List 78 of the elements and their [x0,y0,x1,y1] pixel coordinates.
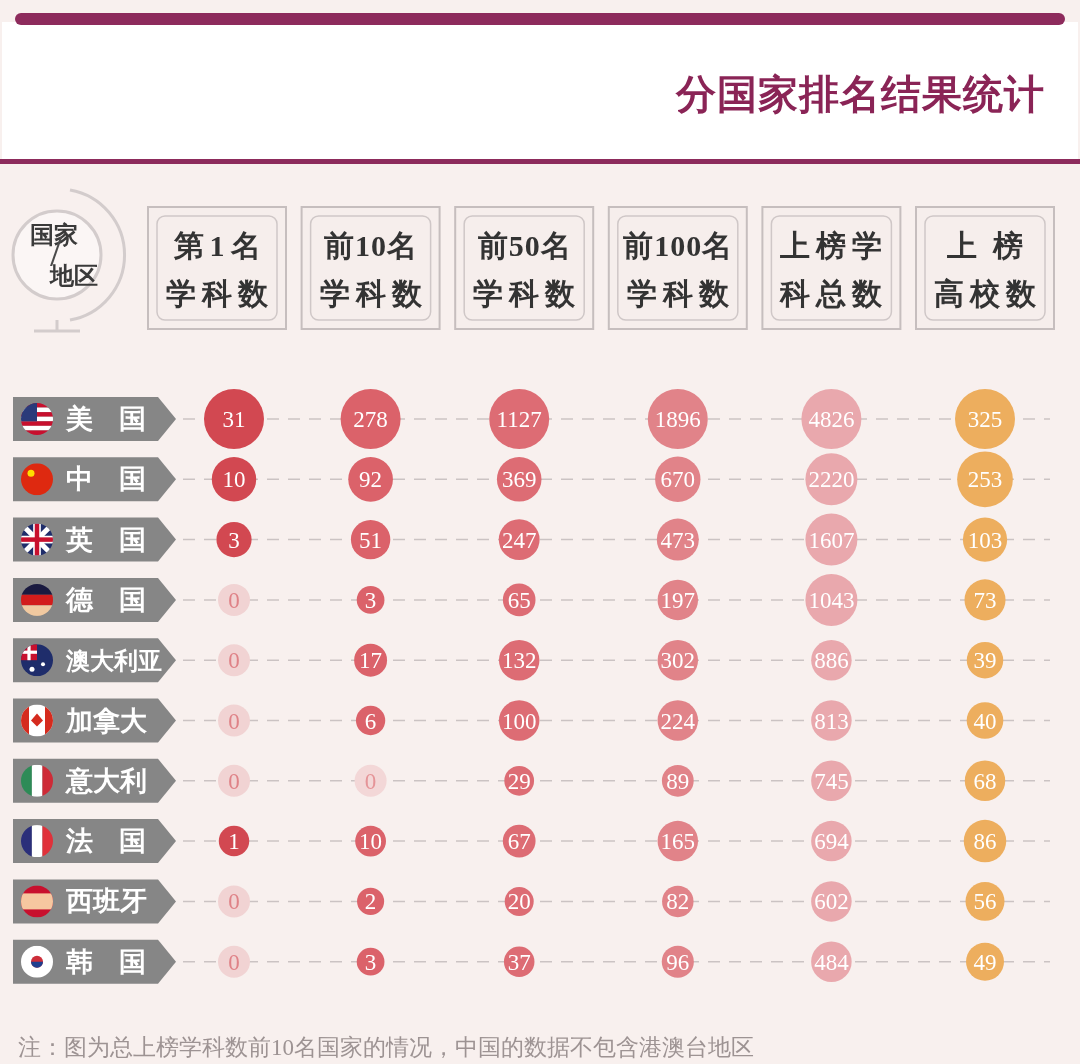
x-tick-label: 上榜高校数 [934,229,1042,310]
data-label: 49 [973,949,997,975]
data-label: 0 [228,587,240,613]
data-label: 0 [228,708,240,734]
data-label: 10 [222,467,246,493]
data-label: 325 [967,407,1003,432]
data-label: 20 [507,889,531,915]
data-label: 10 [359,829,383,855]
data-label: 1043 [808,587,855,613]
data-label: 86 [973,829,997,855]
data-label: 37 [507,949,531,975]
text: 注：图为总上榜学科数前10名国家的情况，中国的数据不包含港澳台地区 [18,1035,754,1060]
chart-title: 分国家排名结果统计 [675,72,1045,116]
y-tick-label: 韩国 [65,946,172,977]
y-tick-label: 意大利 [65,765,147,796]
data-label: 17 [359,648,383,674]
x-tick-label: 前100名学科数 [623,229,735,310]
data-label: 745 [814,768,849,794]
data-label: 40 [973,708,997,734]
y-tick-label: 加拿大 [65,705,148,736]
data-label: 3 [228,527,240,553]
data-label: 1127 [496,407,542,432]
data-label: 0 [228,768,240,794]
data-label: 6 [364,708,377,734]
data-label: 82 [666,889,690,915]
data-label: 253 [967,467,1003,493]
y-tick-label: 美国 [65,404,172,434]
data-label: 484 [814,949,850,975]
data-label: 473 [660,527,696,553]
data-label: 2 [364,889,377,915]
data-label: 39 [973,648,997,674]
data-label: 1896 [654,407,701,432]
data-label: 3 [364,949,377,975]
data-label: 369 [501,467,537,493]
data-label: 92 [359,467,383,493]
y-tick-label: 中国 [66,464,172,495]
data-label: 65 [507,587,531,613]
x-tick-label: 第1名学科数 [166,229,274,310]
data-label: 1 [228,829,240,855]
data-label: 813 [814,708,849,734]
data-label: 3 [364,587,377,613]
data-label: 73 [973,587,997,613]
data-label: 89 [666,768,690,794]
data-label: 0 [228,648,240,674]
y-tick-label: 法国 [65,826,172,857]
data-label: 0 [228,949,240,975]
data-label: 29 [507,768,531,794]
data-label: 56 [973,889,997,915]
data-label: 165 [660,829,696,855]
data-label: 886 [814,648,849,674]
data-label: 2220 [808,467,855,493]
data-label: 1607 [808,527,855,553]
data-label: 302 [660,648,696,674]
y-tick-label: 澳大利亚 [65,648,162,675]
data-label: 670 [660,467,696,493]
data-label: 100 [501,708,537,734]
data-label: 4826 [808,407,855,432]
data-label: 224 [660,708,696,734]
data-label: 278 [353,407,388,432]
data-label: 0 [364,768,377,794]
data-label: 247 [501,527,537,553]
data-label: 694 [814,829,850,855]
data-label: 602 [814,889,849,915]
data-label: 96 [666,949,690,975]
x-tick-label: 上榜学科总数 [779,229,889,310]
data-label: 0 [228,889,240,915]
data-label: 67 [507,829,531,855]
y-tick-label: 德国 [65,584,172,615]
x-tick-label: 前50名学科数 [473,229,582,310]
data-label: 132 [501,648,537,674]
y-tick-label: 西班牙 [65,886,147,917]
data-label: 197 [660,587,696,613]
data-label: 51 [359,527,383,553]
x-tick-label: 前10名学科数 [319,229,428,310]
y-tick-label: 英国 [65,524,172,555]
data-label: 103 [967,527,1003,553]
data-label: 31 [222,407,246,432]
data-label: 68 [973,768,997,794]
